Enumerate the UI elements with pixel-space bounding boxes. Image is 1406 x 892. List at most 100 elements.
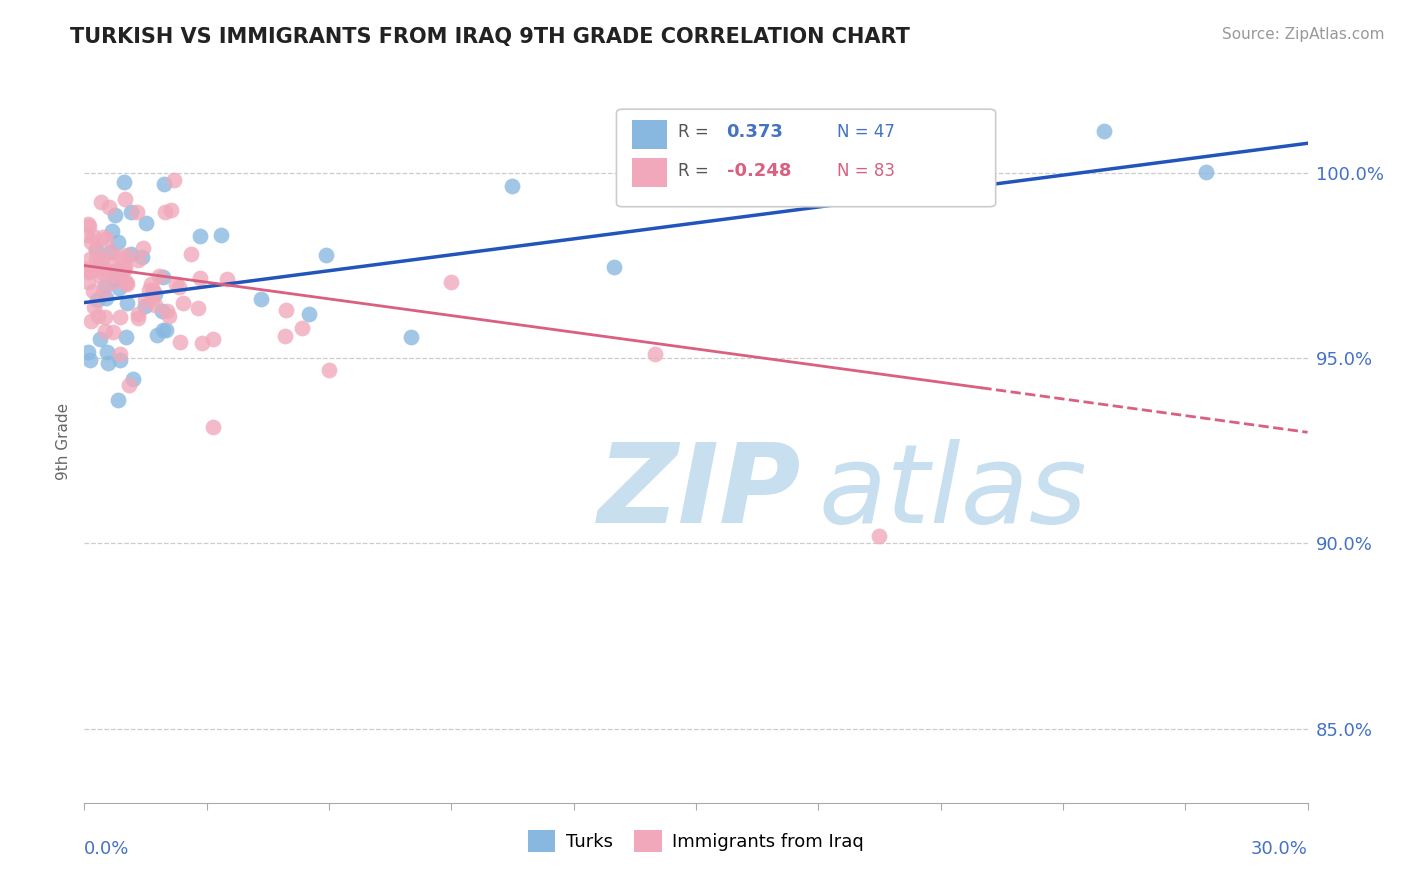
Point [191, 335, 214, 350]
Text: 30.0%: 30.0% [1251, 840, 1308, 858]
Point [98, 245, 121, 260]
Point [188, 271, 211, 285]
Point [148, 268, 170, 283]
Point [93, 261, 115, 276]
Point [108, 268, 131, 283]
Bar [633, 158, 666, 187]
Point [107, 235, 129, 250]
Point [135, 215, 157, 229]
Text: ZIP: ZIP [598, 439, 801, 546]
Point [77, 217, 100, 231]
Point [83, 300, 105, 314]
Point [94, 279, 117, 293]
Point [120, 246, 142, 260]
Point [84, 252, 107, 267]
Point [93, 285, 115, 299]
Point [163, 173, 186, 187]
Point [644, 347, 666, 361]
Point [274, 329, 297, 343]
Text: R =: R = [678, 123, 709, 141]
Point [141, 293, 163, 307]
Point [127, 311, 149, 326]
Text: N = 83: N = 83 [837, 161, 894, 179]
Point [91, 229, 114, 244]
Point [103, 264, 125, 278]
Point [75, 262, 97, 277]
Point [79, 352, 101, 367]
Point [112, 260, 135, 275]
Point [120, 205, 142, 219]
Point [603, 260, 626, 274]
Point [77, 275, 100, 289]
Point [114, 260, 136, 274]
Point [146, 328, 169, 343]
Point [156, 303, 179, 318]
Point [87, 309, 110, 323]
Point [87, 254, 110, 268]
Point [153, 178, 176, 192]
Point [139, 277, 162, 292]
Point [188, 229, 211, 244]
Point [115, 275, 138, 289]
Point [79, 263, 101, 277]
Point [112, 255, 135, 269]
Text: Source: ZipAtlas.com: Source: ZipAtlas.com [1222, 27, 1385, 42]
Point [134, 293, 156, 308]
Point [138, 283, 160, 297]
Point [152, 270, 174, 285]
Point [153, 204, 176, 219]
Point [143, 298, 166, 312]
Point [93, 310, 115, 324]
Point [84, 242, 107, 256]
Point [96, 345, 118, 359]
Point [97, 356, 120, 370]
Legend: Turks, Immigrants from Iraq: Turks, Immigrants from Iraq [520, 822, 872, 859]
Bar [633, 120, 666, 149]
Text: TURKISH VS IMMIGRANTS FROM IRAQ 9TH GRADE CORRELATION CHART: TURKISH VS IMMIGRANTS FROM IRAQ 9TH GRAD… [70, 27, 910, 46]
Point [114, 276, 136, 290]
Point [79, 252, 101, 266]
Point [142, 283, 165, 297]
Text: atlas: atlas [818, 439, 1087, 546]
Point [101, 224, 124, 238]
Point [165, 277, 187, 292]
Point [94, 291, 117, 305]
Point [77, 345, 100, 359]
Point [318, 363, 340, 377]
Point [159, 202, 181, 217]
Point [201, 332, 224, 346]
Point [127, 253, 149, 268]
Point [1092, 124, 1115, 138]
Point [91, 265, 114, 279]
Point [122, 372, 145, 386]
Y-axis label: 9th Grade: 9th Grade [56, 403, 72, 480]
Point [131, 241, 153, 255]
Point [172, 296, 194, 310]
Point [502, 179, 524, 194]
Point [201, 419, 224, 434]
FancyBboxPatch shape [616, 109, 995, 207]
Point [80, 235, 103, 249]
Point [118, 378, 141, 392]
Point [298, 307, 321, 321]
Point [110, 250, 132, 264]
Text: R =: R = [678, 161, 709, 179]
Point [82, 284, 104, 298]
Point [107, 393, 129, 408]
Point [77, 219, 100, 234]
Point [134, 299, 156, 313]
Point [131, 250, 153, 264]
Point [291, 321, 314, 335]
Point [115, 248, 138, 262]
Point [94, 324, 117, 338]
Point [100, 244, 122, 259]
Point [89, 332, 111, 346]
Point [103, 268, 125, 282]
Point [108, 281, 131, 295]
Point [77, 265, 100, 279]
Point [90, 195, 112, 210]
Point [115, 277, 138, 291]
Point [108, 347, 131, 361]
Point [440, 275, 463, 289]
Point [274, 303, 297, 318]
